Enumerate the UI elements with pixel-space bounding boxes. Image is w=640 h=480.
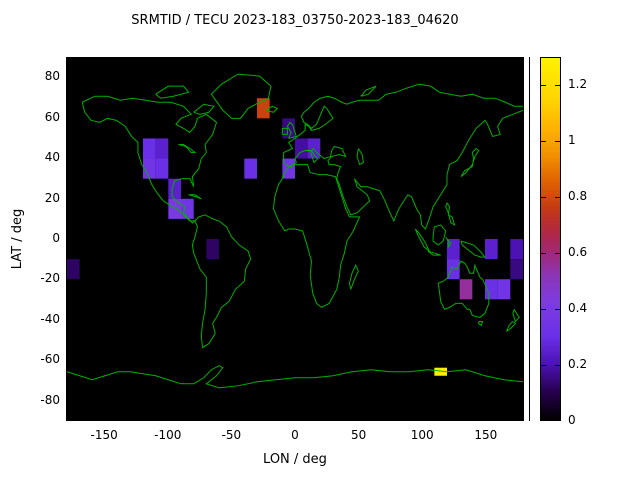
heat-cell	[67, 259, 80, 280]
x-axis-label: LON / deg	[263, 452, 327, 467]
coastline-path	[438, 261, 489, 317]
coastline-path	[428, 251, 441, 255]
colorbar-tick-mark	[541, 253, 546, 254]
coastline-path	[189, 195, 202, 199]
x-tick-label: -50	[221, 428, 242, 442]
y-tick-label: 80	[44, 69, 60, 84]
coastline-path	[284, 110, 523, 229]
coastline-path	[513, 309, 519, 321]
heat-cell	[181, 198, 194, 219]
colorbar-tick-mark	[555, 420, 560, 421]
heat-cell	[510, 259, 523, 280]
heat-cell	[168, 198, 181, 219]
heat-cell	[244, 158, 257, 179]
y-tick-label: -40	[40, 311, 60, 326]
colorbar-tick-label: 0.4	[568, 301, 588, 315]
x-tick-label: 150	[474, 428, 498, 442]
colorbar-tick-mark	[541, 141, 546, 142]
colorbar-tick-label: 0	[568, 413, 576, 427]
x-tick-label: -150	[90, 428, 118, 442]
y-tick-label: 60	[44, 109, 60, 124]
coastline-path	[156, 86, 189, 98]
coastline-path	[461, 241, 485, 257]
coastline-path	[461, 149, 479, 177]
heat-cell	[485, 279, 498, 300]
y-tick-label: -20	[40, 271, 60, 286]
heat-cell	[485, 239, 498, 260]
y-tick-label: -80	[40, 392, 60, 407]
heat-cell	[257, 98, 270, 119]
map-plot-area	[66, 57, 524, 421]
y-tick-label: 40	[44, 150, 60, 165]
coastline-path	[266, 106, 277, 112]
coastline-path	[446, 203, 455, 225]
heat-cell	[497, 279, 511, 300]
coastline-path	[479, 321, 483, 325]
colorbar-tick-label: 1	[568, 133, 576, 147]
coastline-path	[192, 215, 250, 348]
colorbar-tick-label: 0.8	[568, 189, 588, 203]
coastline-path	[273, 165, 359, 308]
x-tick-label: 0	[291, 428, 299, 442]
heat-cell	[295, 138, 308, 159]
coastline-path	[194, 104, 214, 114]
heat-cell	[510, 239, 523, 260]
heat-cell	[143, 158, 156, 179]
heat-cell	[282, 158, 295, 179]
coastline-path	[82, 96, 216, 223]
heat-cell	[447, 259, 460, 280]
x-tick-label: 100	[410, 428, 434, 442]
coastline-path	[446, 237, 451, 247]
heat-cell	[155, 138, 169, 159]
colorbar-tick-mark	[541, 365, 546, 366]
heat-cell	[434, 367, 447, 376]
coastline-path	[282, 128, 287, 134]
colorbar-tick-label: 1.2	[568, 77, 588, 91]
coastline-path	[415, 229, 429, 251]
y-tick-label: -60	[40, 352, 60, 367]
colorbar	[540, 57, 561, 421]
coastline-path	[178, 144, 194, 152]
chart-title: SRMTID / TECU 2023-183_03750-2023-183_04…	[131, 13, 459, 28]
x-tick-label: -100	[154, 428, 182, 442]
y-tick-label: 20	[44, 190, 60, 205]
colorbar-tick-mark	[541, 309, 546, 310]
coastline-path	[67, 366, 523, 388]
heat-cell	[143, 138, 156, 159]
heat-cell	[459, 279, 473, 300]
coastline-path	[507, 321, 516, 331]
world-map-svg	[67, 58, 523, 420]
colorbar-tick-mark	[555, 365, 560, 366]
x-tick-label: 50	[350, 428, 367, 442]
colorbar-tick-mark	[555, 85, 560, 86]
colorbar-tick-mark	[555, 197, 560, 198]
coastline-path	[287, 122, 296, 138]
coastline-path	[357, 149, 363, 165]
coastline-path	[361, 86, 376, 96]
heat-cell	[155, 158, 169, 179]
heat-cell	[447, 239, 460, 260]
colorbar-tick-mark	[555, 141, 560, 142]
colorbar-tick-label: 0.2	[568, 357, 588, 371]
colorbar-tick-mark	[541, 85, 546, 86]
coastline-path	[211, 74, 271, 118]
y-tick-label: 0	[52, 231, 60, 245]
coastline-path	[284, 84, 523, 162]
heat-cell	[168, 178, 181, 199]
coastline-path	[433, 225, 446, 245]
coastline-path	[349, 265, 358, 289]
heat-cell	[206, 239, 219, 260]
colorbar-tick-mark	[541, 197, 546, 198]
colorbar-tick-mark	[541, 420, 546, 421]
heat-cell	[307, 138, 321, 159]
right-border-line	[529, 57, 530, 421]
colorbar-tick-mark	[555, 309, 560, 310]
colorbar-tick-mark	[555, 253, 560, 254]
colorbar-tick-label: 0.6	[568, 245, 588, 259]
